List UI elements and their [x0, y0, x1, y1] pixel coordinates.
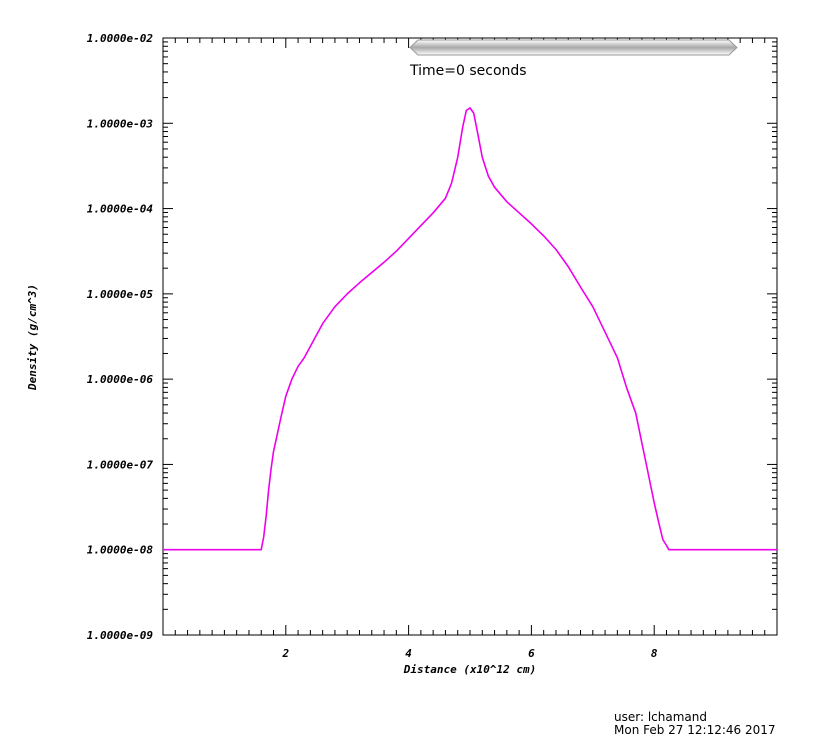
y-axis-title: Density (g/cm^3): [26, 284, 39, 391]
footer-date: Mon Feb 27 12:12:46 2017: [614, 723, 776, 737]
y-tick-label: 1.0000e-08: [87, 544, 154, 557]
time-slider[interactable]: [409, 39, 738, 56]
y-tick-label: 1.0000e-03: [87, 117, 154, 130]
x-tick-label: 4: [405, 647, 412, 660]
y-tick-label: 1.0000e-05: [87, 288, 154, 301]
x-tick-label: 8: [651, 647, 658, 660]
x-tick-label: 2: [281, 647, 289, 660]
y-tick-label: 1.0000e-09: [87, 629, 154, 642]
series-layer: [163, 107, 777, 551]
plot-frame: [162, 37, 778, 636]
y-tick-label: 1.0000e-02: [87, 32, 154, 45]
y-tick-label: 1.0000e-06: [87, 373, 154, 386]
y-tick-label: 1.0000e-04: [87, 203, 154, 216]
axis-ticks: [162, 37, 778, 636]
y-tick-label: 1.0000e-07: [87, 458, 154, 471]
x-axis-title: Distance (x10^12 cm): [403, 663, 536, 676]
footer-user: user: lchamand: [614, 710, 707, 724]
tick-labels: 1.0000e-02 1.0000e-03 1.0000e-04 1.0000e-05…: [87, 32, 658, 660]
x-tick-label: 6: [528, 647, 535, 660]
footer: user: lchamand Mon Feb 27 12:12:46 2017: [614, 711, 776, 737]
plot-border: [162, 37, 778, 636]
density-series-line: [163, 107, 777, 551]
time-label: Time=0 seconds: [409, 63, 527, 79]
